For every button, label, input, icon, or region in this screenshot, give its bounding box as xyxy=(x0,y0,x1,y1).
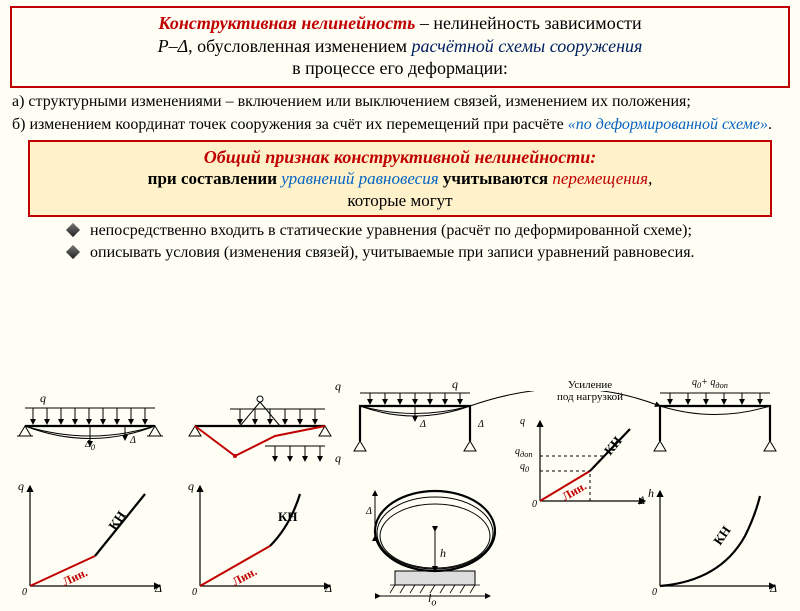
kn-label: КН xyxy=(710,523,733,548)
q-axis-label: q xyxy=(520,416,525,427)
delta-label: Δ xyxy=(478,419,484,430)
q0-label: q0 xyxy=(520,461,529,474)
diamond-icon xyxy=(66,245,80,259)
q0qdop-label: q0+ qдоп xyxy=(692,377,728,390)
inner-disp: перемещения xyxy=(552,169,648,188)
bullet-2: описывать условия (изменения связей), уч… xyxy=(70,243,760,263)
item-a: а) структурными изменениями – включением… xyxy=(12,92,788,111)
p-delta: P–Δ xyxy=(158,36,189,56)
zero-label: 0 xyxy=(652,587,657,598)
delta-label: Δ xyxy=(638,493,645,508)
bullet-1-text: непосредственно входить в статические ур… xyxy=(90,222,692,239)
lin-label: Лин. xyxy=(230,564,259,588)
bullets: непосредственно входить в статические ур… xyxy=(70,221,760,263)
delta-label: Δ xyxy=(130,435,136,446)
item-b-prefix: б) изменением координат точек сооружения… xyxy=(12,116,568,133)
q-label: q xyxy=(335,379,341,394)
q-label: q xyxy=(18,479,24,494)
item-a-text: а) структурными изменениями – включением… xyxy=(12,93,691,110)
inner-2c: , xyxy=(648,169,652,188)
zero-label: 0 xyxy=(22,587,27,598)
q-label: q xyxy=(40,391,46,406)
inner-2a: при составлении xyxy=(148,169,282,188)
delta-label: Δ xyxy=(155,581,162,596)
delta-label: Δ xyxy=(420,419,426,430)
lin-label: Лин. xyxy=(60,565,89,589)
inner-heading: Общий признак конструктивной нелинейност… xyxy=(38,146,762,169)
rest2: , обусловленная изменением xyxy=(188,36,411,56)
delta-label: Δ xyxy=(770,581,777,596)
delta-label: Δ xyxy=(366,506,372,517)
inner-line3: которые могут xyxy=(38,190,762,211)
delta0-label: Δ0 xyxy=(85,439,95,452)
rest3: в процессе его деформации: xyxy=(292,58,508,78)
rest1: нелинейность зависимости xyxy=(433,13,641,33)
title-line-2: P–Δ, обусловленная изменением расчётной … xyxy=(22,35,778,58)
strength-label: Усилениепод нагрузкой xyxy=(540,379,640,403)
term: Конструктивная нелинейность xyxy=(158,13,415,33)
bullet-2-text: описывать условия (изменения связей), уч… xyxy=(90,244,695,261)
kn-label: КН xyxy=(278,509,298,524)
qdop-label: qдоп xyxy=(515,446,533,459)
zero-label: 0 xyxy=(532,499,537,510)
dash: – xyxy=(415,13,433,33)
zero-label: 0 xyxy=(192,587,197,598)
diagrams-area: Лин. КН Лин. КН Лин. КН КН q Δ0 Δ q q q … xyxy=(0,391,800,601)
q-label: q xyxy=(452,377,458,392)
delta-label: Δ xyxy=(325,581,332,596)
inner-eq: уравнений равновесия xyxy=(281,169,438,188)
kn-label: КН xyxy=(105,508,128,533)
title-box: Конструктивная нелинейность – нелинейнос… xyxy=(10,6,790,88)
item-b-quote: «по деформированной схеме» xyxy=(568,116,768,133)
item-b: б) изменением координат точек сооружения… xyxy=(12,115,788,134)
title-line-1: Конструктивная нелинейность – нелинейнос… xyxy=(22,12,778,35)
diamond-icon xyxy=(66,223,80,237)
title-line-3: в процессе его деформации: xyxy=(22,57,778,80)
q-label: q xyxy=(188,479,194,494)
lin-label: Лин. xyxy=(560,479,589,504)
scheme-text: расчётной схемы сооружения xyxy=(412,36,643,56)
item-b-dot: . xyxy=(768,116,772,133)
h-label: h xyxy=(648,486,654,501)
inner-line2: при составлении уравнений равновесия учи… xyxy=(38,168,762,189)
q-label: q xyxy=(335,451,341,466)
inner-box: Общий признак конструктивной нелинейност… xyxy=(28,140,772,217)
bullet-1: непосредственно входить в статические ур… xyxy=(70,221,760,241)
inner-2b: учитываются xyxy=(439,169,553,188)
h-label: h xyxy=(440,546,446,561)
diagrams-svg: Лин. КН Лин. КН Лин. КН КН xyxy=(0,391,800,606)
